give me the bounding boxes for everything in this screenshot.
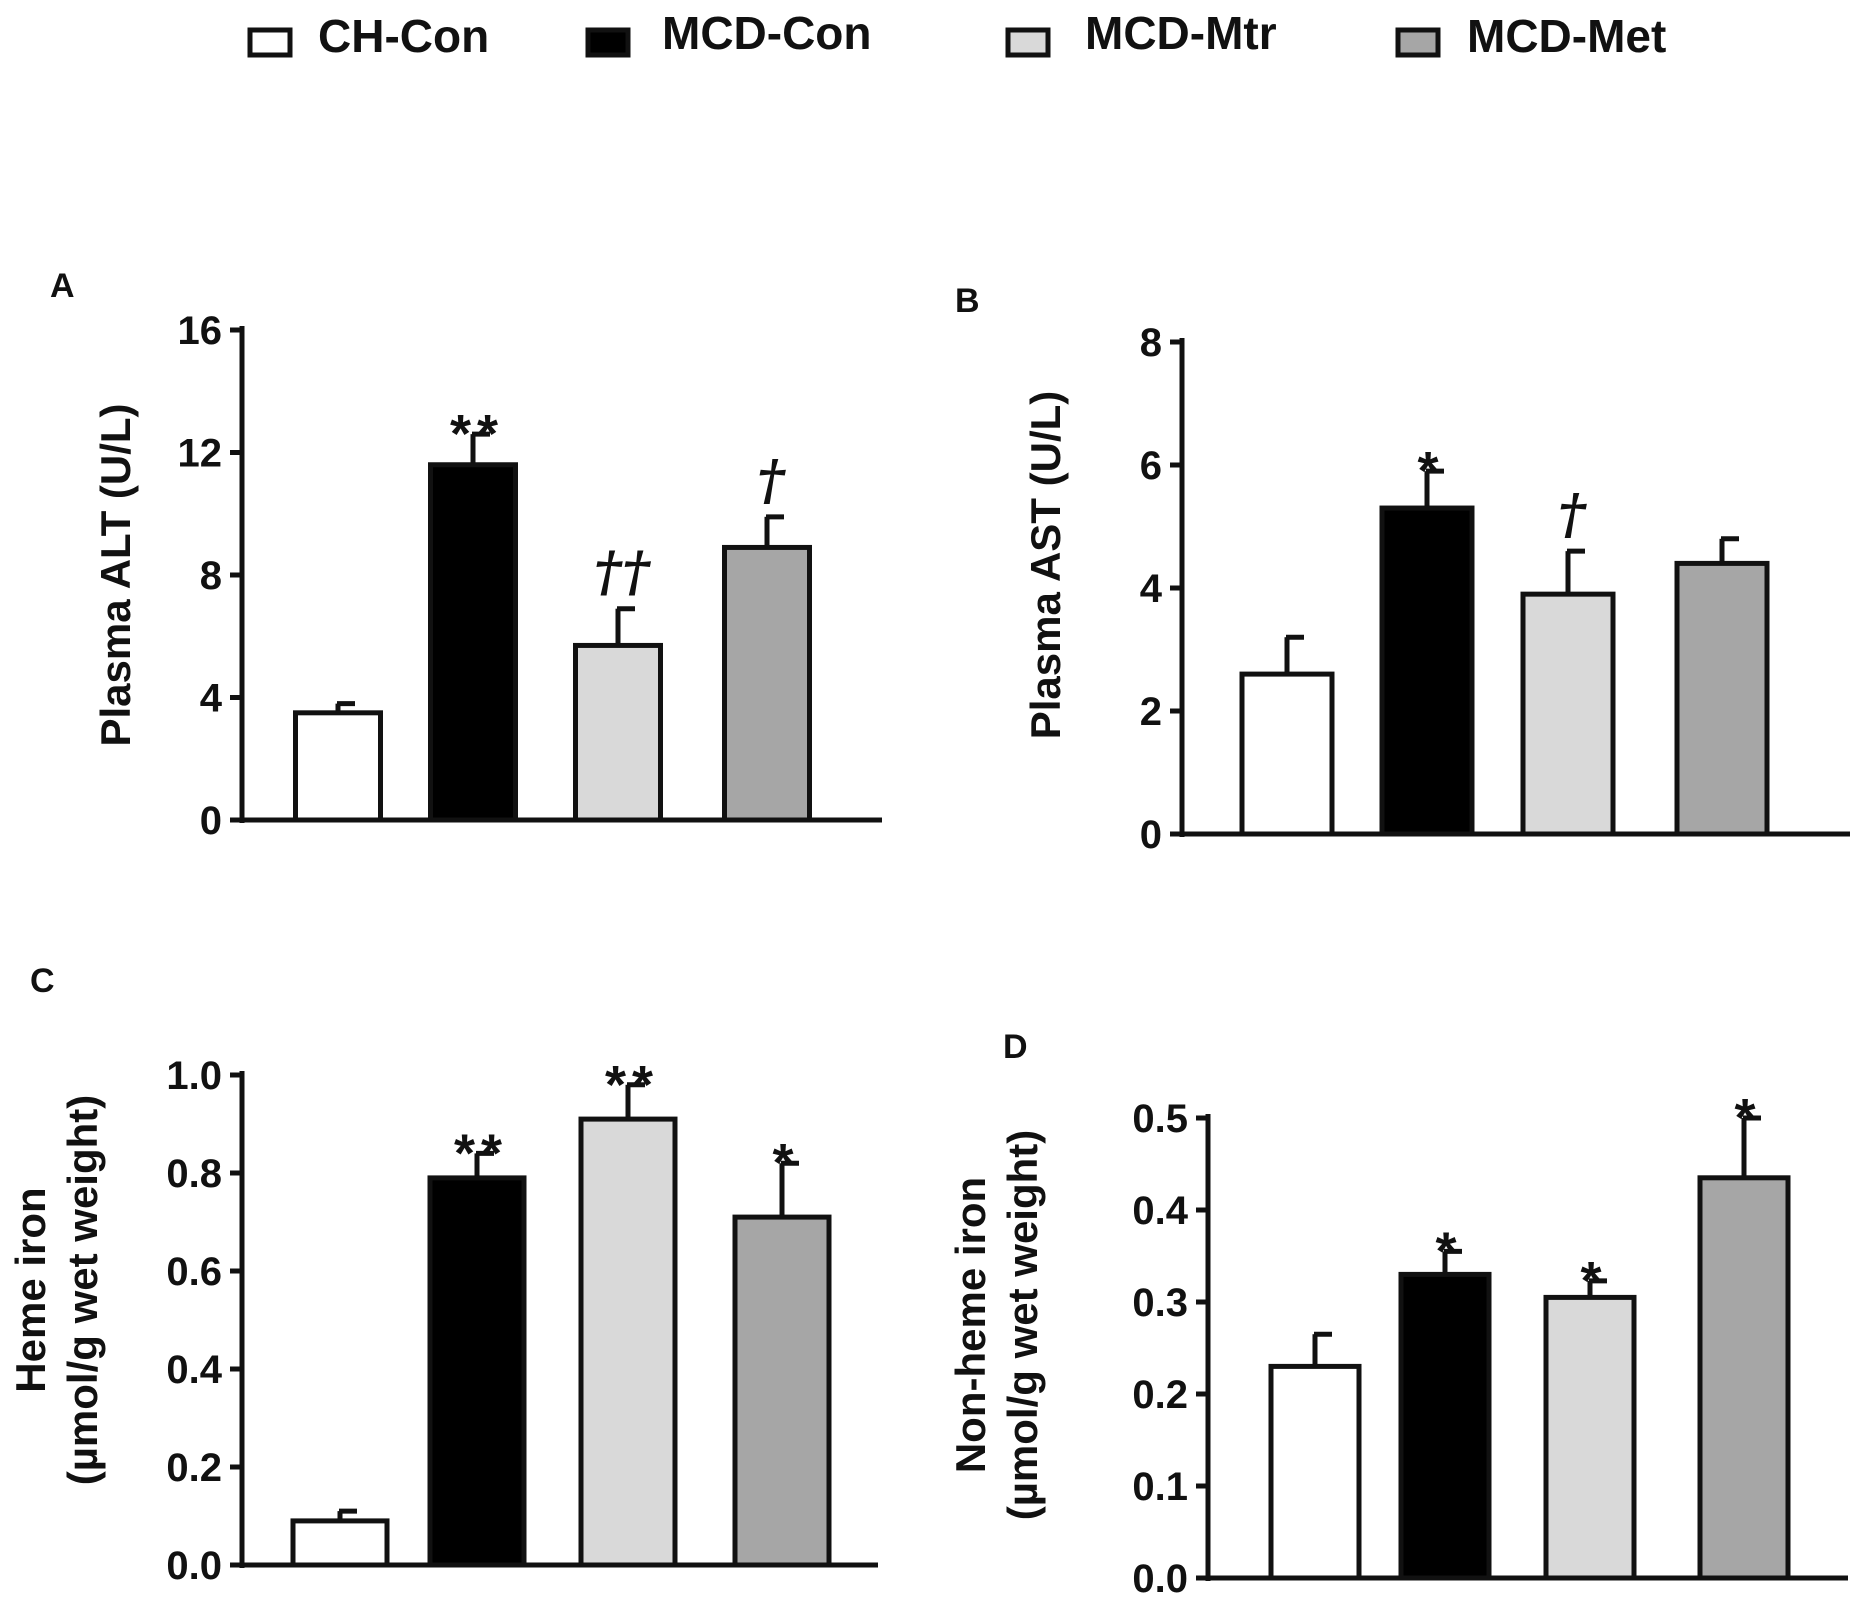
y-tick-label: 0.1 (1132, 1465, 1188, 1509)
panel-letter-a: A (50, 267, 75, 305)
bar-mcd-mtr (578, 1116, 678, 1568)
bar-mcd-mtr (1520, 591, 1616, 837)
panel-letter-d: D (1003, 1028, 1028, 1066)
y-axis-label-line: Heme iron (7, 1187, 54, 1392)
legend: CH-Con MCD-Con MCD-Mtr MCD-Met (247, 7, 1666, 62)
y-tick-label: 0.3 (1132, 1281, 1188, 1325)
significance-annotation: ** (605, 1055, 659, 1115)
bar-mcd-con (1398, 1271, 1492, 1581)
bar-mcd-con (1379, 505, 1475, 837)
y-axis-label-line: Plasma AST (U/L) (1022, 391, 1069, 740)
y-axis-label: Non-heme iron (µmol/g wet weight) (947, 1130, 1046, 1521)
y-tick-label: 8 (200, 554, 222, 598)
legend-label-mcd-con: MCD-Con (662, 7, 872, 59)
y-axis-label-line: (µmol/g wet weight) (999, 1130, 1046, 1521)
y-tick-label: 12 (178, 432, 223, 476)
y-tick-label: 8 (1140, 321, 1162, 365)
legend-item-mcd-mtr: MCD-Mtr (1005, 7, 1277, 59)
y-tick-label: 0.2 (1132, 1373, 1188, 1417)
bar-ch-con (1239, 671, 1335, 837)
bar-mcd-mtr (1543, 1294, 1637, 1581)
chart-panel-d: 0.0 0.1 0.2 0.3 0.4 0.5 Non-heme iron (µmol/g w… (947, 1088, 1848, 1601)
y-tick-label: 2 (1140, 690, 1162, 734)
y-tick-label: 0 (200, 799, 222, 843)
chart-panel-b: 0 2 4 6 8 Plasma AST (U/L) * † (1022, 321, 1850, 857)
y-tick-label: 1.0 (166, 1054, 222, 1098)
bar-ch-con (293, 710, 383, 823)
y-tick-label: 0.8 (166, 1152, 222, 1196)
legend-label-mcd-mtr: MCD-Mtr (1085, 7, 1277, 59)
y-tick-label: 0.4 (166, 1348, 222, 1392)
y-axis-label: Plasma ALT (U/L) (92, 403, 139, 746)
y-tick-label: 0.2 (166, 1446, 222, 1490)
panel-letter-b: B (955, 282, 980, 320)
significance-annotation: ** (454, 1123, 508, 1183)
legend-label-mcd-met: MCD-Met (1467, 10, 1666, 62)
bar-mcd-mtr (573, 642, 663, 823)
legend-item-ch-con: CH-Con (247, 10, 489, 62)
bar-mcd-met (732, 1214, 832, 1568)
legend-item-mcd-met: MCD-Met (1395, 10, 1666, 62)
bar-mcd-con (428, 462, 518, 823)
y-tick-label: 6 (1140, 444, 1162, 488)
significance-annotation: †† (594, 540, 651, 604)
significance-annotation: * (1435, 1221, 1462, 1281)
significance-annotation: † (1558, 482, 1587, 546)
y-axis-label-line: Non-heme iron (947, 1177, 994, 1473)
bar-mcd-met (1697, 1175, 1791, 1581)
y-tick-label: 4 (200, 677, 223, 721)
y-tick-label: 0 (1140, 813, 1162, 857)
bar-ch-con (290, 1518, 390, 1568)
significance-annotation: * (1417, 441, 1444, 501)
legend-label-ch-con: CH-Con (318, 10, 489, 62)
significance-annotation: † (757, 448, 786, 512)
y-axis-label: Heme iron (µmol/g wet weight) (7, 1095, 106, 1486)
legend-item-mcd-con: MCD-Con (585, 7, 872, 59)
y-tick-label: 0.0 (1132, 1557, 1188, 1601)
legend-swatch-mcd-met (1395, 27, 1441, 58)
legend-swatch-ch-con (247, 27, 293, 58)
panel-letter-c: C (30, 962, 55, 1000)
legend-swatch-mcd-mtr (1005, 27, 1051, 58)
y-tick-label: 0.0 (166, 1544, 222, 1588)
significance-annotation: * (1580, 1251, 1607, 1311)
legend-swatch-mcd-con (585, 27, 631, 58)
bar-mcd-met (1674, 560, 1770, 837)
bar-ch-con (1268, 1363, 1362, 1581)
y-tick-label: 0.6 (166, 1250, 222, 1294)
y-axis-label: Plasma AST (U/L) (1022, 391, 1069, 740)
y-tick-label: 16 (178, 309, 223, 353)
y-tick-label: 0.5 (1132, 1097, 1188, 1141)
bar-mcd-con (427, 1175, 527, 1568)
chart-panel-c: 0.0 0.2 0.4 0.6 0.8 1.0 Heme iron (µmol/g wet w… (7, 1054, 878, 1588)
y-tick-label: 4 (1140, 567, 1163, 611)
bar-mcd-met (722, 544, 812, 823)
y-axis-label-line: Plasma ALT (U/L) (92, 403, 139, 746)
significance-annotation: ** (450, 404, 504, 464)
y-tick-label: 0.4 (1132, 1189, 1188, 1233)
significance-annotation: * (772, 1133, 799, 1193)
y-axis-label-line: (µmol/g wet weight) (59, 1095, 106, 1486)
significance-annotation: * (1734, 1088, 1761, 1148)
